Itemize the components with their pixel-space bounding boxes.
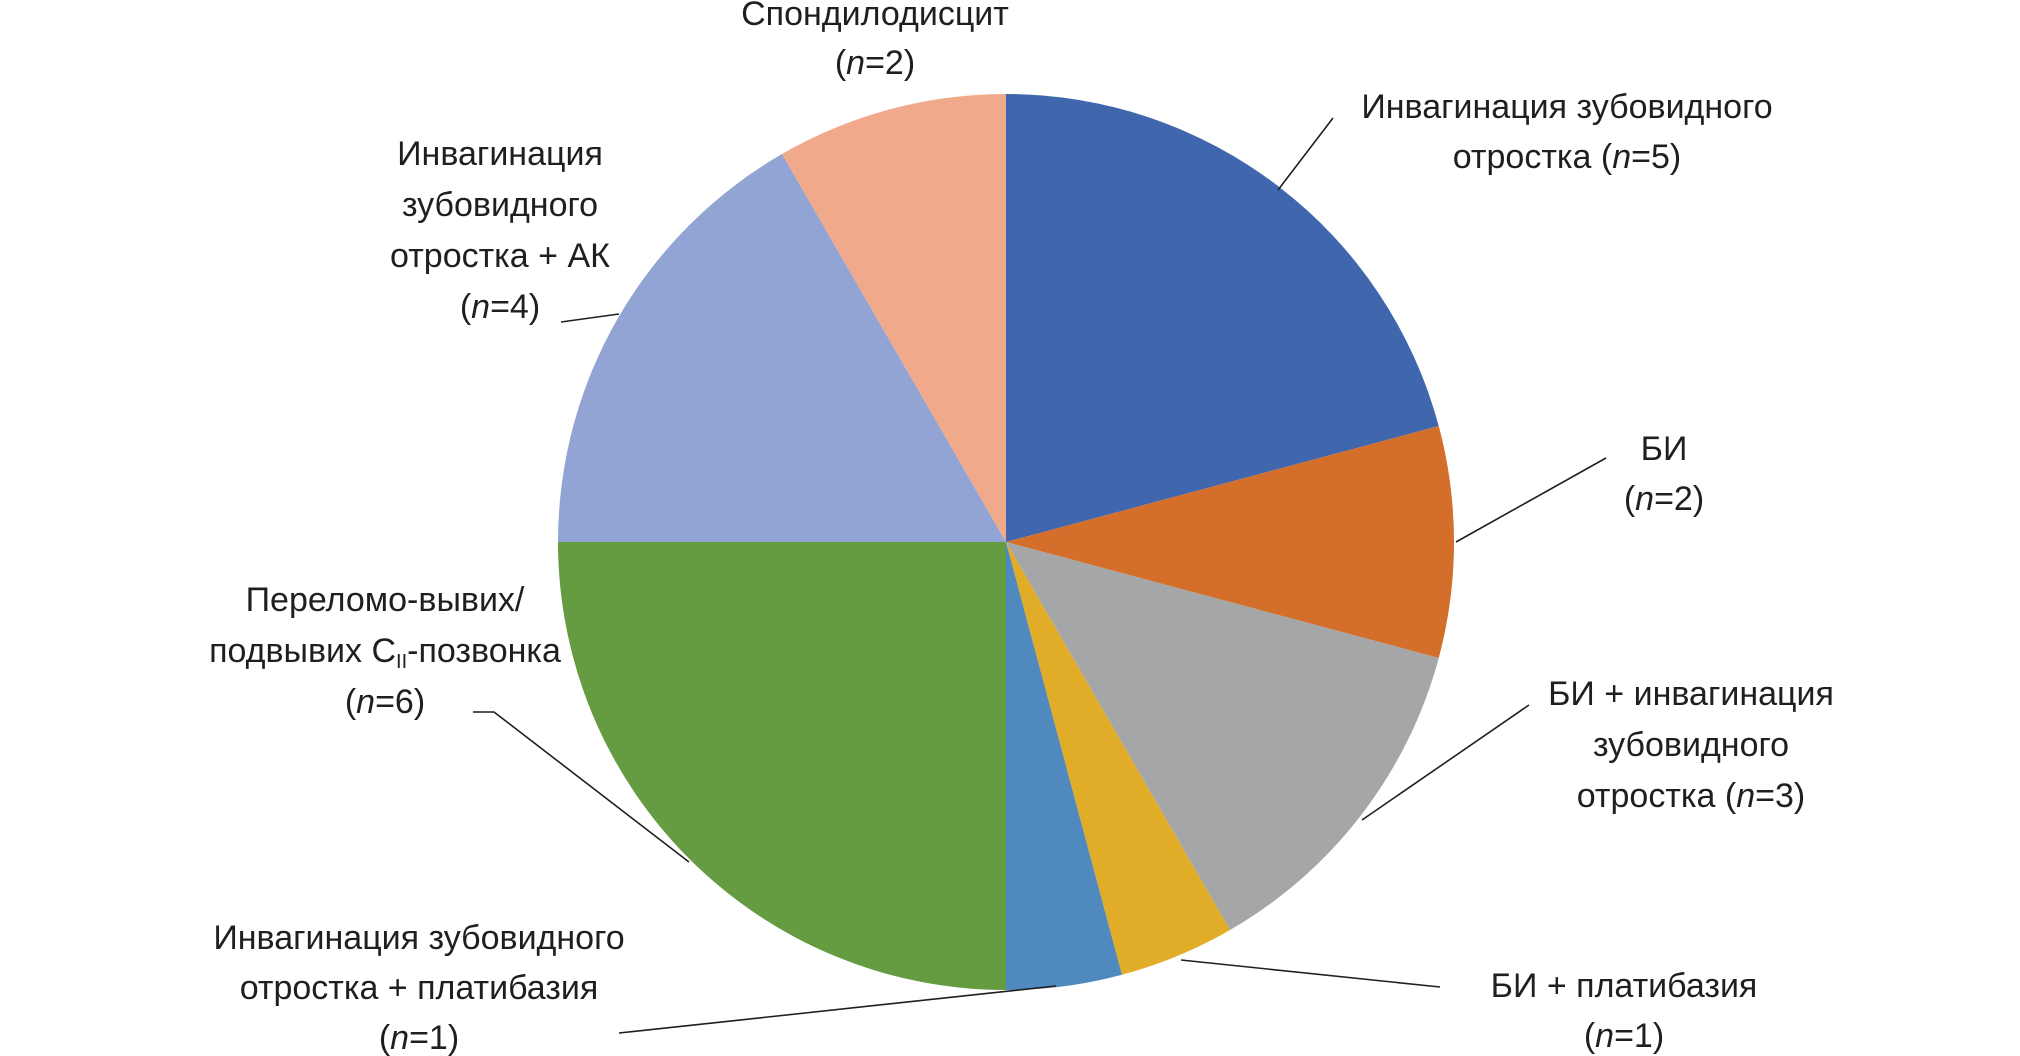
pie-label-invag-zub: Инвагинация зубовидного отростка (n=5) (1361, 88, 1772, 176)
pie-slice-perelomo (558, 542, 1006, 990)
leader-line-bi-platib (1180, 959, 1441, 988)
leader-line-invag-platib (618, 985, 1057, 1034)
pie-label-invag-ak: Инвагинация зубовидного отростка + АК (n=4) (390, 135, 610, 326)
pie-slice-invag-platib (1006, 542, 1122, 990)
pie-label-line: БИ + платибазия (1491, 967, 1758, 1005)
pie-label-line: (n=2) (1624, 480, 1704, 518)
pie-label-line: зубовидного (1593, 726, 1789, 764)
pie-slice-bi (1006, 426, 1454, 658)
pie-label-line: (n=1) (379, 1019, 459, 1056)
pie-label-line: БИ (1641, 430, 1688, 468)
pie-slice-bi-platib (1006, 542, 1230, 975)
leader-line-bi (1455, 457, 1607, 543)
pie-label-spondilo: Спондилодисцит (n=2) (741, 0, 1009, 82)
pie-label-line: отростка + платибазия (240, 969, 599, 1007)
pie-slice-invag-ak (558, 154, 1006, 542)
leader-line-perelomo (473, 711, 690, 863)
leader-line-invag-ak (560, 313, 620, 323)
pie-label-bi-invag: БИ + инвагинация зубовидного отростка (n=3… (1548, 675, 1834, 815)
pie-label-line: Инвагинация (397, 135, 603, 173)
pie-label-line: (n=2) (835, 44, 915, 82)
pie-label-line: Переломо-вывих/ (246, 581, 525, 619)
leader-lines (473, 117, 1607, 1034)
pie-label-line: зубовидного (402, 186, 598, 224)
pie-label-line: (n=6) (345, 683, 425, 721)
pie-label-bi: БИ (n=2) (1624, 430, 1704, 518)
pie-labels: Инвагинация зубовидного отростка (n=5) БИ (… (209, 0, 1834, 1056)
pie-label-line: Спондилодисцит (741, 0, 1009, 33)
pie-label-bi-platib: БИ + платибазия (n=1) (1491, 967, 1758, 1055)
pie-label-line: (n=4) (460, 288, 540, 326)
pie-slice-spondilo (782, 94, 1006, 542)
pie-label-line: подвывих CII-позвонка (209, 632, 561, 673)
pie-label-line: отростка (n=5) (1453, 138, 1681, 176)
pie-label-line: (n=1) (1584, 1017, 1664, 1055)
pie-label-line: отростка (n=3) (1577, 777, 1805, 815)
leader-line-bi-invag (1361, 704, 1530, 821)
pie-label-line: Инвагинация зубовидного (1361, 88, 1772, 126)
pie-label-line: отростка + АК (390, 237, 610, 275)
pie-slice-invag-zub (1006, 94, 1439, 542)
pie-label-line: БИ + инвагинация (1548, 675, 1834, 713)
pie-slices (558, 94, 1454, 990)
pie-label-invag-platib: Инвагинация зубовидного отростка + платиб… (213, 919, 624, 1056)
pie-label-perelomo: Переломо-вывих/подвывих CII-позвонка (n=6… (209, 581, 561, 721)
leader-line-invag-zub (1277, 117, 1334, 191)
pie-slice-bi-invag (1006, 542, 1439, 930)
pie-label-line: Инвагинация зубовидного (213, 919, 624, 957)
